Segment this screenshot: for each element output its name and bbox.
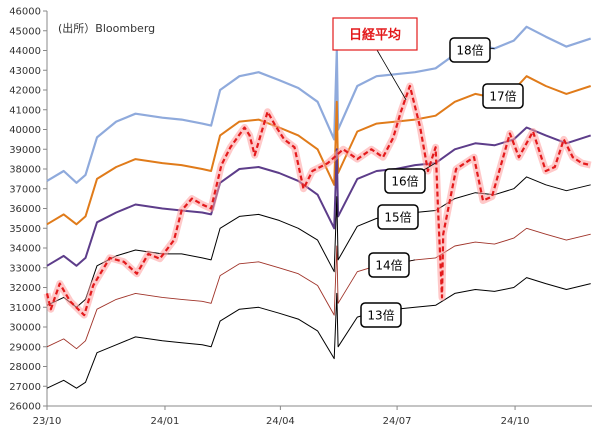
y-tick-label: 30000 — [9, 323, 41, 334]
label-text-nikkei: 日経平均 — [349, 27, 401, 43]
y-tick-label: 37000 — [9, 184, 41, 195]
y-tick-label: 38000 — [9, 165, 41, 176]
series-line-14倍 — [46, 227, 591, 350]
x-tick-label: 23/10 — [33, 416, 62, 427]
y-tick-label: 43000 — [9, 66, 41, 77]
y-tick-label: 45000 — [9, 26, 41, 37]
series-line-15倍 — [46, 176, 591, 308]
label-text-17倍: 17倍 — [489, 89, 516, 104]
y-tick-label: 36000 — [9, 204, 41, 215]
series-line-16倍 — [46, 126, 592, 267]
x-tick-label: 24/07 — [383, 416, 412, 427]
y-tick-label: 44000 — [9, 46, 41, 57]
y-tick-label: 46000 — [9, 7, 41, 18]
y-tick-label: 41000 — [9, 105, 41, 116]
x-tick-label: 24/04 — [266, 416, 295, 427]
label-box-nikkei — [332, 17, 418, 51]
axes: 26000 27000 28000 29000 30000 31000 32000 33000… — [9, 7, 592, 427]
y-tick-label: 31000 — [9, 303, 41, 314]
y-tick-label: 42000 — [9, 86, 41, 97]
label-box-14倍 — [368, 252, 410, 278]
nikkei-line — [45, 84, 591, 317]
label-text-16倍: 16倍 — [391, 174, 418, 189]
y-tick-label: 27000 — [9, 382, 41, 393]
y-tick-label: 40000 — [9, 125, 41, 136]
label-text-15倍: 15倍 — [384, 210, 411, 225]
series-lines — [43, 25, 592, 389]
y-tick-label: 32000 — [9, 283, 41, 294]
y-tick-label: 26000 — [9, 402, 41, 413]
y-tick-label: 39000 — [9, 145, 41, 156]
y-tick-label: 33000 — [9, 263, 41, 274]
y-tick-label: 29000 — [9, 342, 41, 353]
label-text-14倍: 14倍 — [375, 258, 402, 273]
x-tick-label: 24/10 — [501, 416, 530, 427]
x-tick-label: 24/01 — [151, 416, 180, 427]
y-tick-label: 28000 — [9, 362, 41, 373]
label-box-18倍 — [449, 37, 491, 63]
label-text-18倍: 18倍 — [456, 43, 483, 58]
y-tick-label: 35000 — [9, 224, 41, 235]
label-box-17倍 — [482, 83, 524, 109]
label-text-13倍: 13倍 — [367, 308, 394, 323]
label-box-16倍 — [384, 168, 426, 194]
nikkei-line-glow — [43, 82, 592, 319]
label-box-13倍 — [360, 302, 402, 328]
source-label: (出所）Bloomberg — [58, 21, 155, 35]
series-labels: 18倍 17倍 16倍 15倍 14倍 13倍 日経平均 — [332, 17, 524, 328]
series-line-13倍 — [46, 277, 591, 389]
label-pointer-nikkei — [376, 49, 407, 101]
label-box-15倍 — [377, 204, 419, 230]
y-tick-label: 34000 — [9, 244, 41, 255]
